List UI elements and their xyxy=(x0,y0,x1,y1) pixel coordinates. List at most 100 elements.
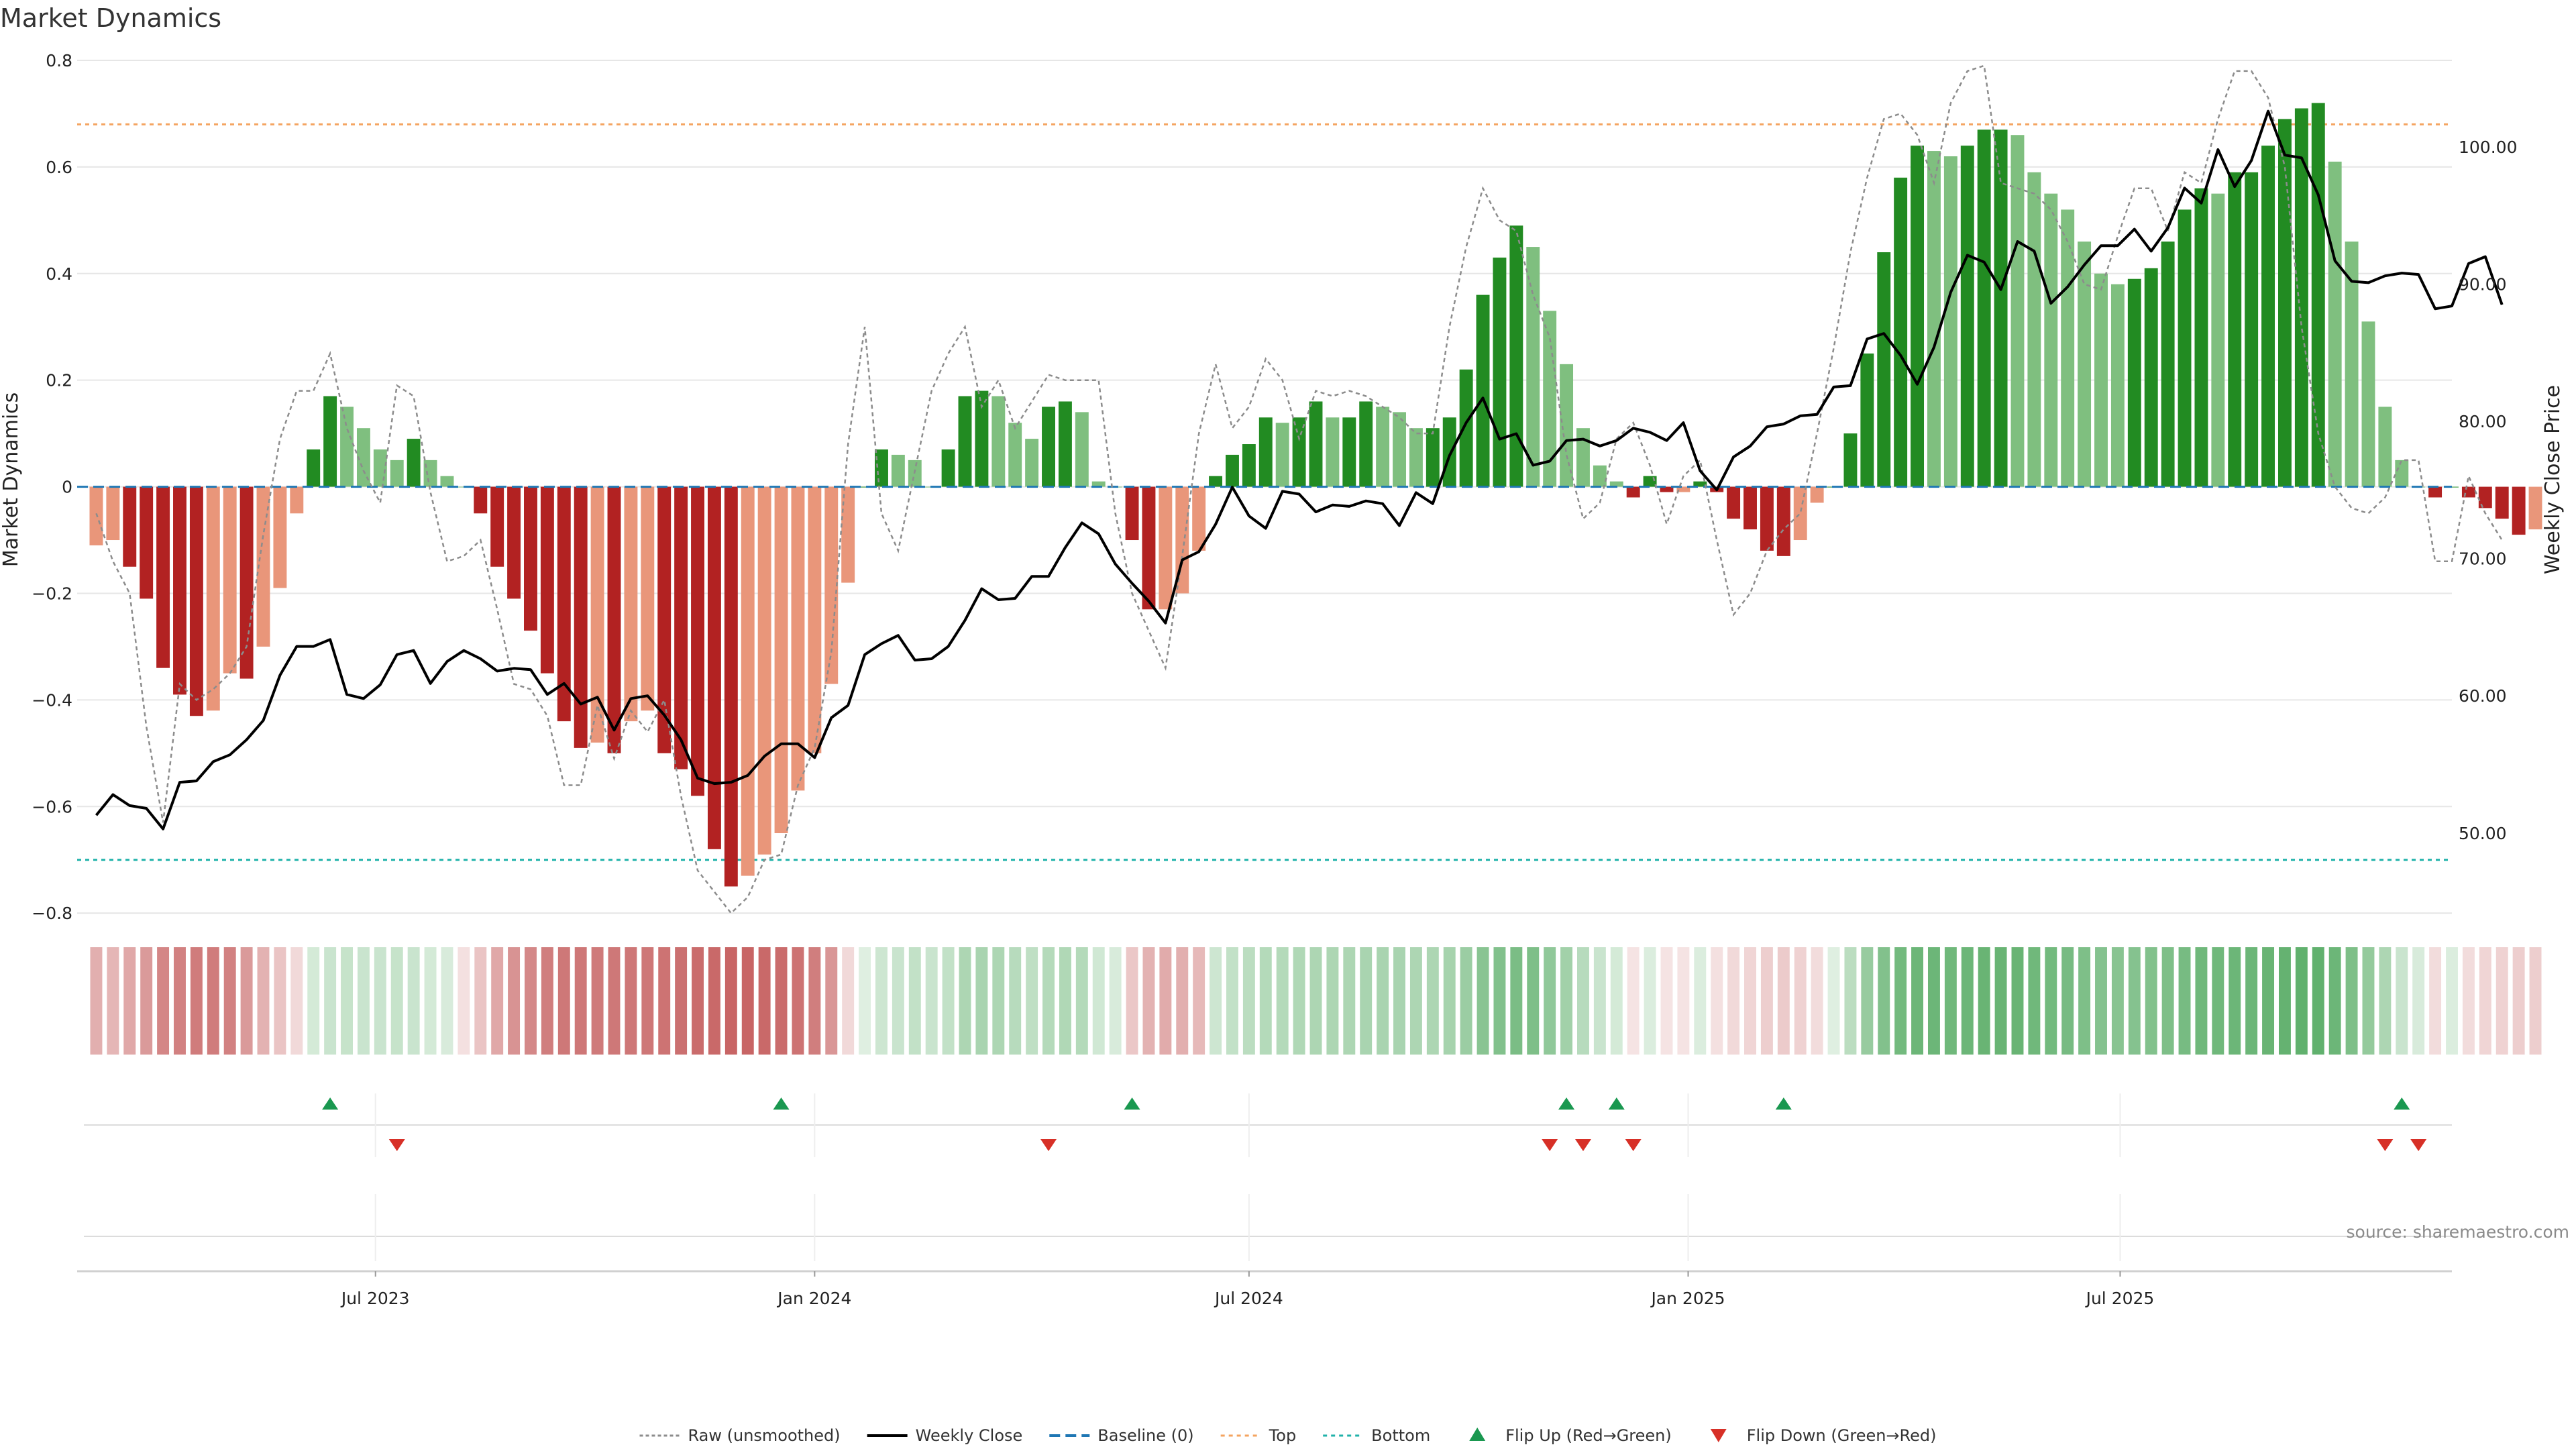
market-dynamics-bar xyxy=(2277,119,2292,487)
main-panel: 0.8 0.6 0.4 0.2 0 −0.2 −0.4 −0.6 −0.8 100.00 90.0… xyxy=(0,51,2565,923)
market-dynamics-bar xyxy=(574,486,588,748)
market-dynamics-bar xyxy=(1911,146,1925,487)
strength-cell xyxy=(1978,947,1990,1055)
market-dynamics-bar xyxy=(524,486,537,631)
strength-cell xyxy=(1309,947,1322,1055)
strength-cell xyxy=(1210,947,1222,1055)
strength-cell xyxy=(625,947,637,1055)
market-dynamics-bar xyxy=(1442,417,1456,487)
reference-lines xyxy=(77,123,2452,861)
y2-tick-label: 60.00 xyxy=(2459,686,2507,706)
strength-cell xyxy=(2161,947,2174,1055)
strength-cell xyxy=(1811,947,1823,1055)
strength-cell xyxy=(307,947,320,1055)
market-dynamics-bar xyxy=(1326,417,1340,487)
market-dynamics-bar xyxy=(1994,129,2008,487)
y2-tick-label: 90.00 xyxy=(2459,274,2507,294)
strength-cell xyxy=(424,947,437,1055)
strength-cell xyxy=(274,947,286,1055)
y-tick-label: −0.6 xyxy=(32,797,72,816)
market-dynamics-bar xyxy=(2044,193,2058,487)
market-dynamics-bar xyxy=(958,396,972,487)
strength-cell xyxy=(1009,947,1022,1055)
market-dynamics-bar xyxy=(1526,247,1540,487)
strength-cell xyxy=(1961,947,1974,1055)
market-dynamics-bar xyxy=(1626,486,1640,498)
y-tick-label: −0.4 xyxy=(32,690,72,710)
market-dynamics-bar xyxy=(1025,439,1039,487)
strength-cell xyxy=(223,947,236,1055)
market-dynamics-bar xyxy=(1776,486,1790,556)
strength-cell xyxy=(1159,947,1172,1055)
strength-cell xyxy=(1660,947,1673,1055)
strength-cell xyxy=(908,947,921,1055)
market-dynamics-bar xyxy=(1894,177,1908,487)
bottom-axis: Jul 2023 Jan 2024 Jul 2024 Jan 2025 Jul 2025 xyxy=(77,1270,2452,1308)
legend-item-baseline: Baseline (0) xyxy=(1049,1426,1194,1445)
strength-cell xyxy=(1627,947,1640,1055)
strength-cell xyxy=(1861,947,1874,1055)
strength-cell xyxy=(1760,947,1773,1055)
market-dynamics-bar xyxy=(1493,257,1507,487)
strength-cell xyxy=(1343,947,1356,1055)
strength-cell xyxy=(775,947,788,1055)
market-dynamics-bar xyxy=(1609,481,1623,487)
y2-tick-label: 50.00 xyxy=(2459,824,2507,843)
chart-title: Market Dynamics xyxy=(0,3,221,33)
strength-cell xyxy=(2446,947,2458,1055)
weekly-close-line xyxy=(95,109,2504,830)
market-dynamics-bar xyxy=(741,486,755,876)
strength-cell xyxy=(374,947,386,1055)
y2-tick-label: 100.00 xyxy=(2459,138,2517,157)
strength-cell xyxy=(341,947,353,1055)
strength-cell xyxy=(1994,947,2007,1055)
strength-cell xyxy=(2278,947,2291,1055)
market-dynamics-bar xyxy=(1258,417,1273,487)
market-dynamics-bar xyxy=(1091,481,1106,487)
market-dynamics-bar xyxy=(356,428,370,487)
market-dynamics-bar xyxy=(2194,188,2208,487)
market-dynamics-bar xyxy=(2144,268,2158,487)
market-dynamics-bar xyxy=(1058,401,1072,487)
strength-cell xyxy=(1460,947,1472,1055)
strength-cell xyxy=(1644,947,1656,1055)
market-dynamics-bar xyxy=(2261,146,2275,487)
strength-cell xyxy=(2145,947,2157,1055)
market-dynamics-bar xyxy=(140,486,154,599)
strength-cell xyxy=(1777,947,1790,1055)
source-note: source: sharemaestro.com xyxy=(2347,1222,2570,1242)
strength-cell xyxy=(2362,947,2375,1055)
strength-cell xyxy=(190,947,203,1055)
market-dynamics-bar xyxy=(2061,209,2075,487)
market-dynamics-bar xyxy=(1242,444,1256,487)
market-dynamics-bar xyxy=(1843,433,1858,487)
market-dynamics-bar xyxy=(206,486,220,711)
strength-cell xyxy=(1109,947,1122,1055)
market-dynamics-bar xyxy=(1676,486,1690,492)
market-dynamics-bar xyxy=(1877,252,1891,487)
market-dynamics-bar xyxy=(557,486,571,722)
market-dynamics-bar xyxy=(1760,486,1774,551)
market-dynamics-bar xyxy=(1393,412,1406,487)
market-dynamics-bar xyxy=(307,449,321,487)
strength-cell xyxy=(675,947,688,1055)
flip-up-marker xyxy=(1124,1097,1140,1110)
strength-cell xyxy=(641,947,654,1055)
strength-cell xyxy=(692,947,704,1055)
strength-cell xyxy=(390,947,403,1055)
market-dynamics-bar xyxy=(2245,172,2259,487)
strength-cell xyxy=(975,947,988,1055)
market-dynamics-bar xyxy=(691,486,704,796)
market-dynamics-bar xyxy=(2378,407,2392,487)
market-dynamics-bar xyxy=(256,486,270,647)
strength-cell xyxy=(1242,947,1255,1055)
market-dynamics-bar xyxy=(340,407,354,487)
strength-cell xyxy=(859,947,871,1055)
market-dynamics-bar xyxy=(1342,417,1356,487)
strength-cell xyxy=(1276,947,1289,1055)
market-dynamics-bar xyxy=(1175,486,1189,594)
strength-cell xyxy=(1092,947,1105,1055)
strength-cell xyxy=(1142,947,1155,1055)
strength-cell xyxy=(107,947,119,1055)
market-dynamics-bar xyxy=(1192,486,1206,551)
